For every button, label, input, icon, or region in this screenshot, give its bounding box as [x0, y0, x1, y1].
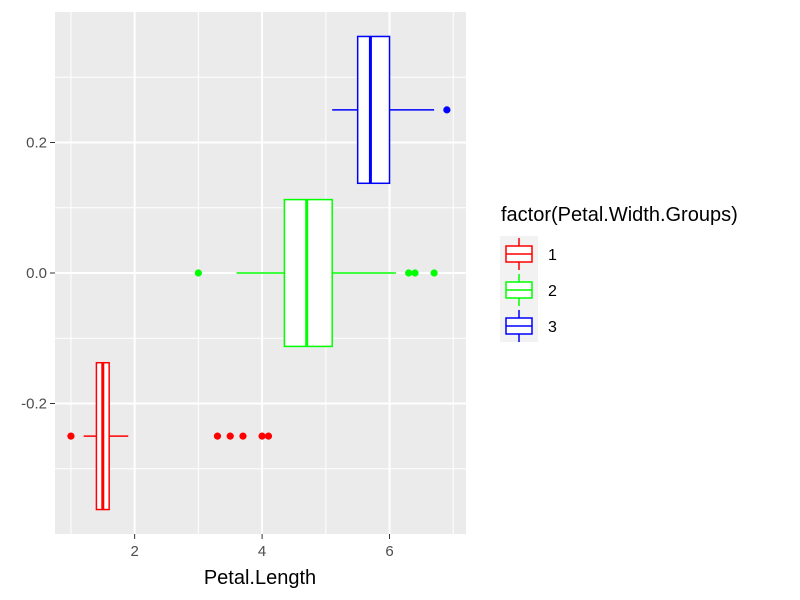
legend-label: 2: [548, 283, 557, 300]
outlier-point: [258, 432, 266, 440]
outlier-point: [430, 269, 438, 277]
legend-title: factor(Petal.Width.Groups): [501, 204, 738, 226]
legend-item-3: 3: [505, 310, 557, 342]
legend-item-2: 2: [505, 274, 557, 306]
outlier-point: [194, 269, 202, 277]
outlier-point: [213, 432, 222, 440]
x-tick-label: 4: [258, 543, 266, 560]
outlier-point: [443, 106, 451, 114]
outlier-point: [239, 432, 247, 440]
x-tick-label: 2: [130, 543, 138, 560]
box-series-1: [67, 361, 273, 511]
x-axis-title: Petal.Length: [204, 567, 316, 589]
outlier-point: [411, 269, 419, 277]
y-axis: -0.2 0.0 0.2: [21, 135, 55, 413]
box-series-3: [332, 35, 451, 185]
x-axis: 2 4 6: [130, 534, 394, 560]
outlier-point: [226, 432, 234, 440]
y-tick-label: 0.0: [26, 265, 47, 282]
legend-label: 1: [548, 247, 557, 264]
box-series-2: [194, 198, 438, 348]
box-series-group: [67, 35, 451, 511]
y-tick-label: 0.2: [26, 135, 47, 152]
outlier-point: [264, 432, 273, 440]
legend-keys: 1 2 3: [505, 238, 557, 342]
legend-item-1: 1: [505, 238, 557, 270]
legend: factor(Petal.Width.Groups) 1 2 3: [500, 204, 738, 342]
outlier-point: [67, 432, 75, 440]
box-iqr: [356, 35, 391, 185]
x-tick-label: 6: [385, 543, 393, 560]
outlier-point: [405, 269, 413, 277]
legend-label: 3: [548, 319, 557, 336]
y-tick-label: -0.2: [21, 396, 47, 413]
box-iqr: [283, 198, 333, 348]
